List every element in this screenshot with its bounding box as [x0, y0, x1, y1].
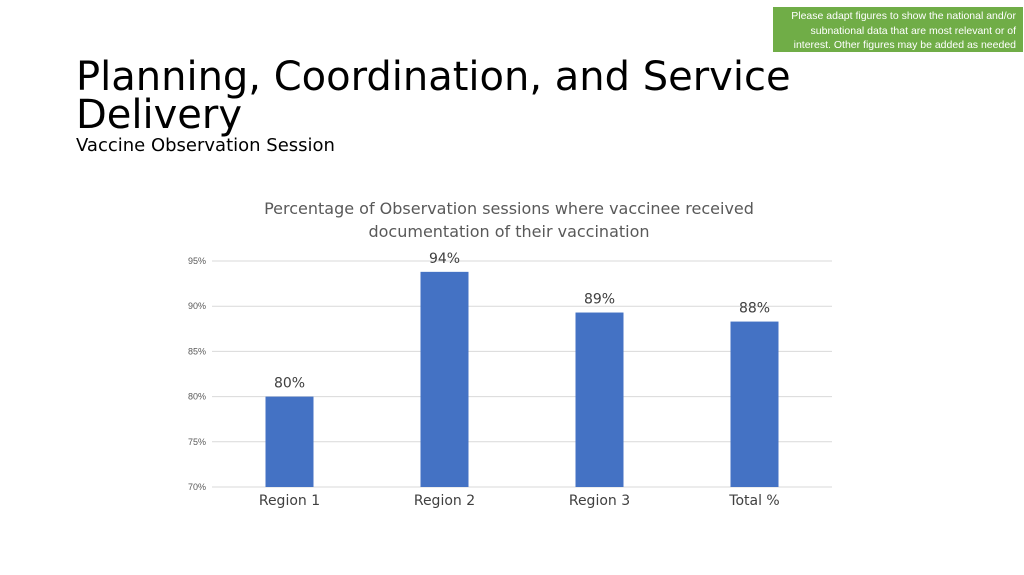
slide-subtitle: Vaccine Observation Session [76, 135, 335, 156]
data-label: 94% [429, 251, 460, 267]
bars [265, 271, 779, 487]
x-axis-categories: Region 1 Region 2 Region 3 Total % [259, 493, 780, 509]
y-axis-ticks: 70% 75% 80% 85% 90% 95% [188, 256, 206, 492]
note-line: interest. Other figures may be added as … [793, 39, 1016, 51]
y-tick-label: 75% [188, 437, 206, 447]
note-line: subnational data that are most relevant … [810, 24, 1016, 37]
data-label: 80% [274, 376, 305, 392]
bar [575, 312, 624, 487]
note-line: Please adapt figures to show the nationa… [791, 10, 1016, 22]
adaptation-note: Please adapt figures to show the nationa… [773, 7, 1023, 52]
slide-title: Planning, Coordination, and Service Deli… [76, 54, 791, 138]
x-category-label: Region 1 [259, 493, 320, 509]
x-category-label: Region 3 [569, 493, 630, 509]
y-tick-label: 70% [188, 482, 206, 492]
bar [730, 321, 779, 487]
x-category-label: Region 2 [414, 493, 475, 509]
y-tick-label: 80% [188, 392, 206, 402]
chart-title-line: documentation of their vaccination [368, 222, 649, 241]
x-category-label: Total % [728, 493, 779, 509]
y-tick-label: 95% [188, 256, 206, 266]
chart-title-line: Percentage of Observation sessions where… [264, 199, 754, 218]
data-labels: 80% 94% 89% 88% [274, 251, 770, 392]
data-label: 88% [739, 301, 770, 317]
y-tick-label: 85% [188, 346, 206, 356]
bar [420, 271, 469, 487]
bar [265, 396, 314, 487]
data-label: 89% [584, 292, 615, 308]
y-tick-label: 90% [188, 301, 206, 311]
gridlines [212, 260, 832, 488]
